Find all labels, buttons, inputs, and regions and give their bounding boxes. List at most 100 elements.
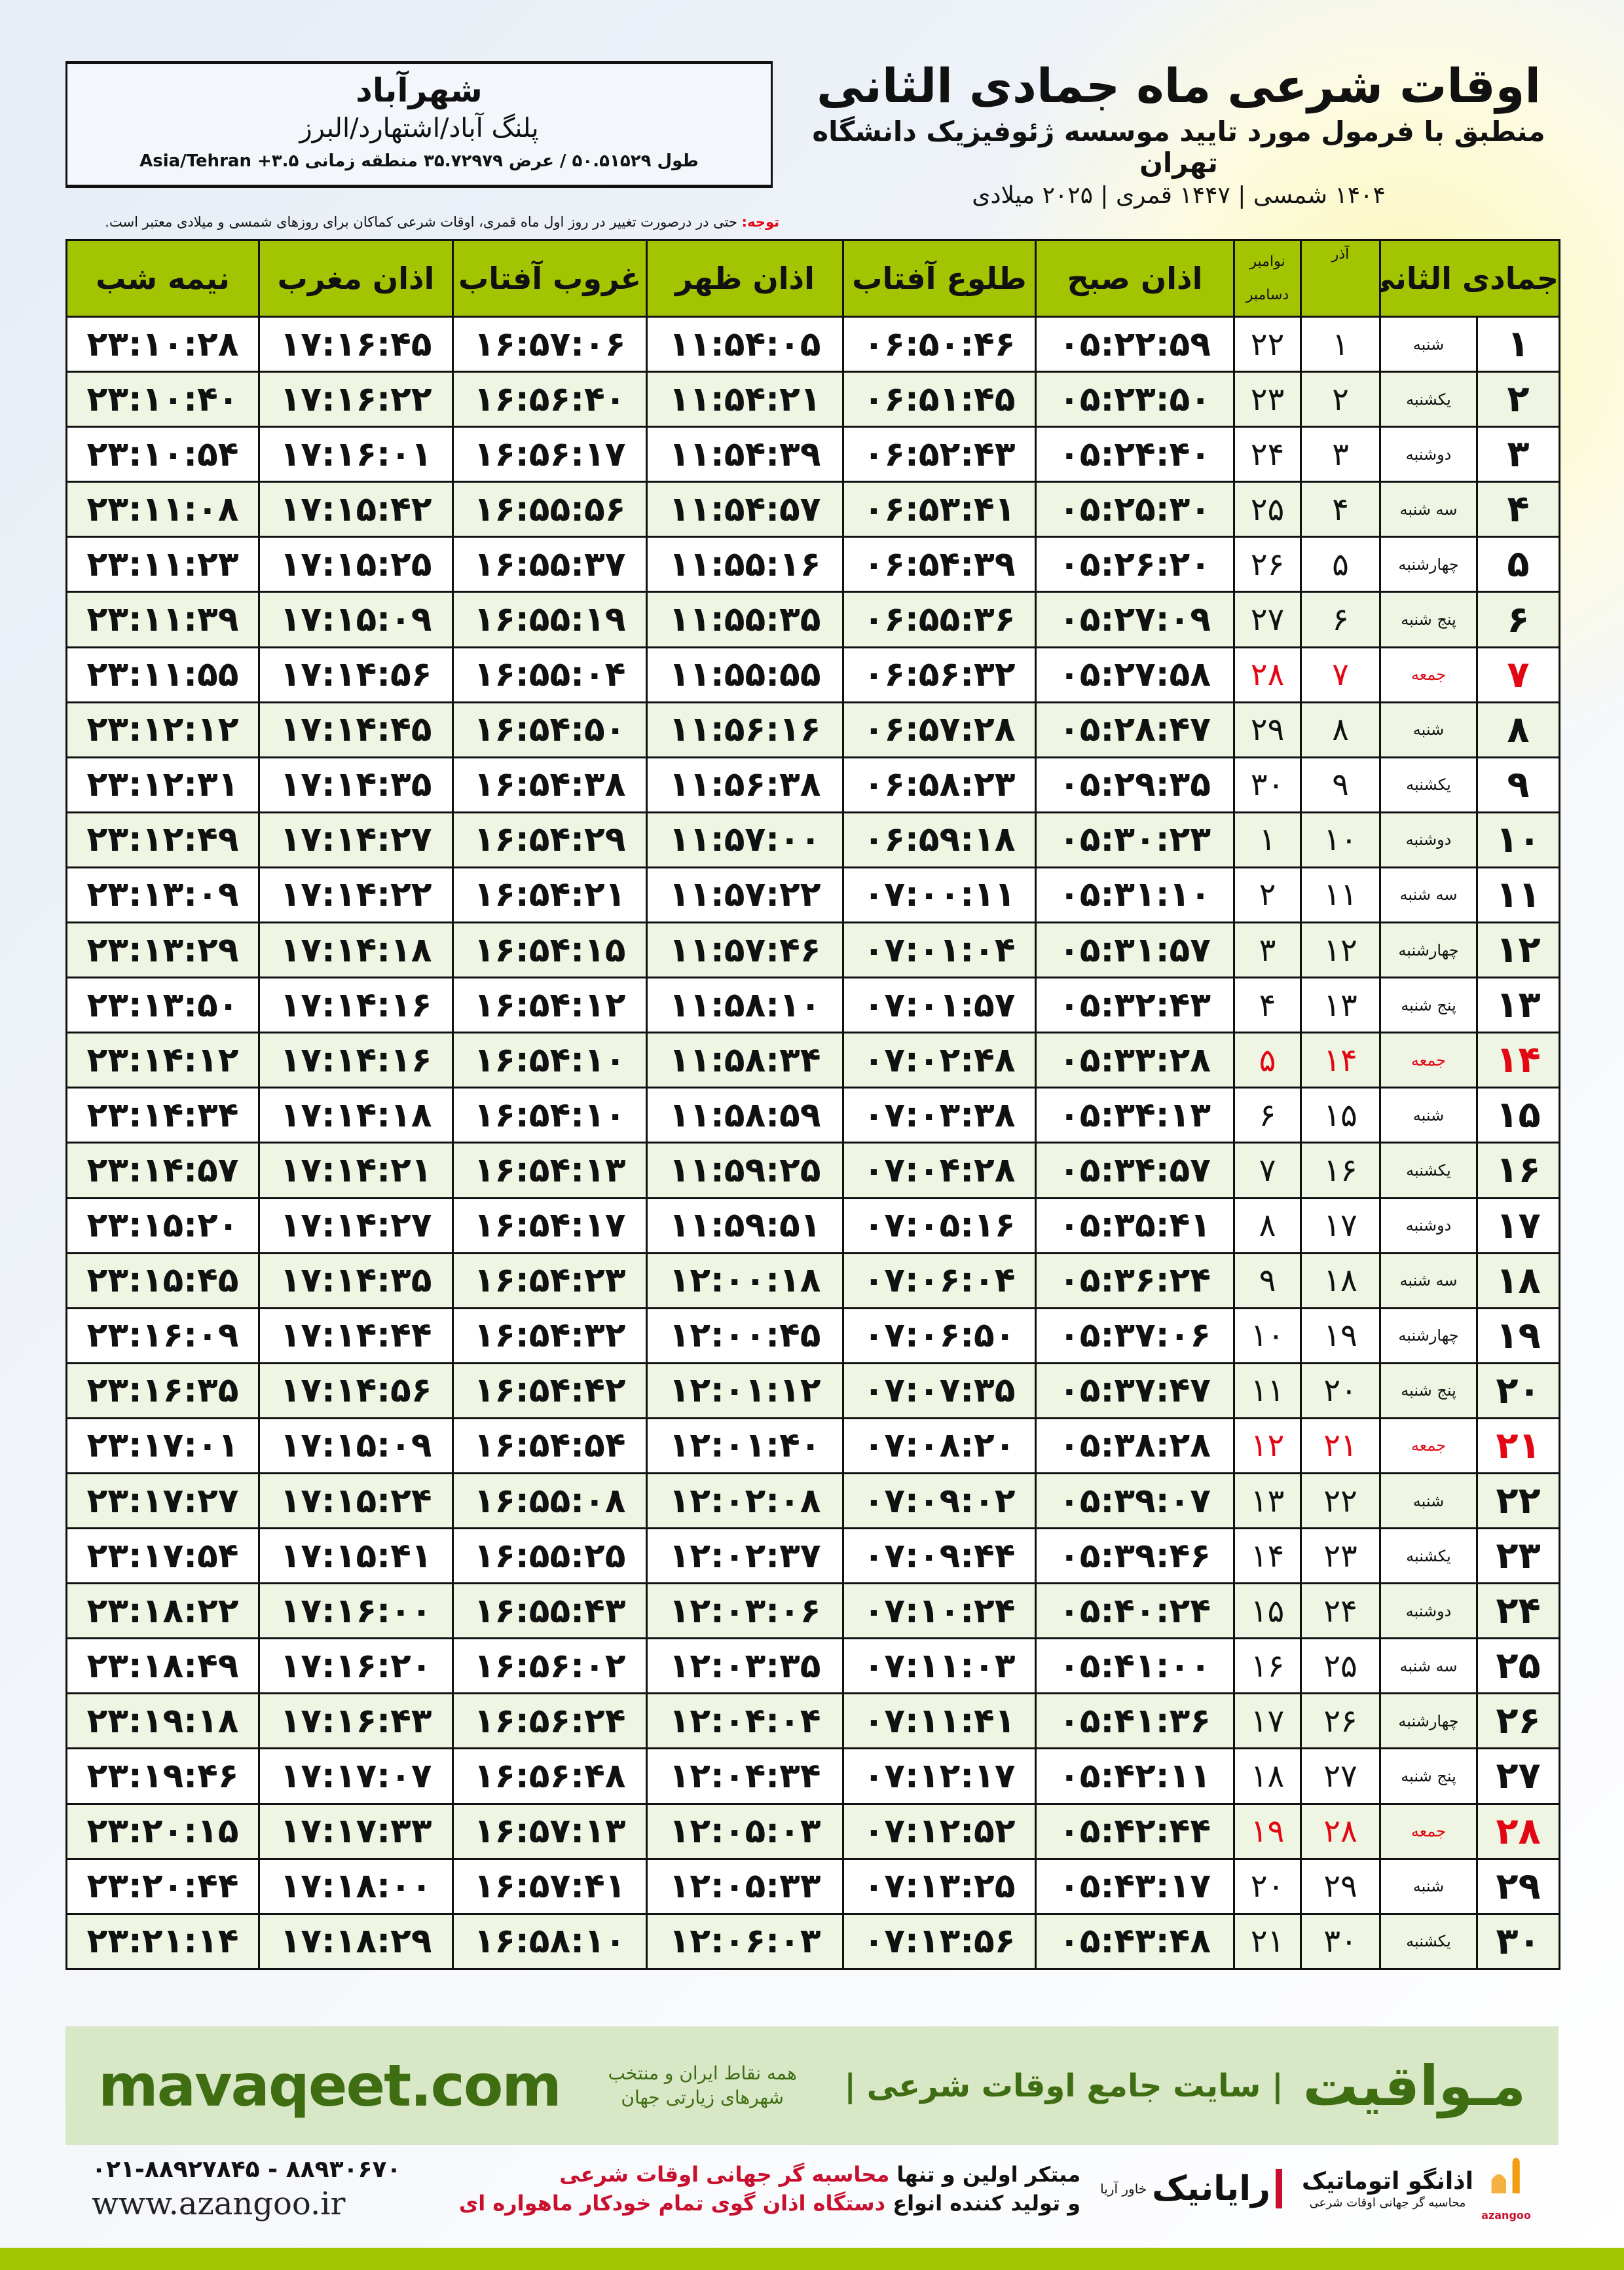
ghorub-aftab: ۱۶:۵۸:۱۰ [452,1912,648,1970]
ghorub-aftab: ۱۶:۵۴:۱۰ [452,1087,648,1144]
rayanik-logo-sub: خاور آریا [1100,2181,1147,2197]
weekday: دوشنبه [1378,426,1479,483]
hijri-day: ۲۹ [1476,1857,1561,1915]
tolu-aftab: ۰۶:۵۰:۴۶ [842,315,1037,373]
nime-shab: ۲۳:۱۶:۰۹ [65,1307,260,1364]
weekday: سه شنبه [1378,481,1479,538]
azar-day: ۴ [1300,481,1381,538]
banner-tagline-small: همه نقاط ایران و منتخب شهرهای زیارتی جها… [608,2062,797,2108]
azar-day: ۱۱ [1300,866,1381,924]
azar-day: ۲۶ [1300,1692,1381,1750]
azan-maghreb: ۱۷:۱۶:۰۱ [258,426,454,483]
ghorub-aftab: ۱۶:۵۶:۴۸ [452,1747,648,1805]
azan-zohr: ۱۱:۵۴:۳۹ [646,426,844,483]
azar-day: ۳ [1300,426,1381,483]
nime-shab: ۲۳:۲۰:۱۵ [65,1802,260,1860]
azan-zohr: ۱۲:۰۴:۳۴ [646,1747,844,1805]
nime-shab: ۲۳:۱۸:۴۹ [65,1637,260,1695]
table-row: ۲۶ چهارشنبه ۲۶ ۱۷ ۰۵:۴۱:۳۶ ۰۷:۱۱:۴۱ ۱۲:۰۴:۰۴ ۱۶… [65,1692,1561,1750]
azar-day: ۱۳ [1300,977,1381,1034]
hijri-day: ۸ [1476,701,1561,758]
tolu-aftab: ۰۷:۰۵:۱۶ [842,1197,1037,1254]
ghorub-aftab: ۱۶:۵۴:۲۱ [452,866,648,924]
azangoo-logo-textblock: اذانگو اتوماتیک محاسبه گر جهانی اوقات شر… [1302,2167,1473,2211]
azan-maghreb: ۱۷:۱۶:۲۲ [258,371,454,428]
azan-maghreb: ۱۷:۱۴:۲۷ [258,811,454,868]
nov-dec-day: ۹ [1233,1252,1302,1309]
azar-day: ۱ [1300,315,1381,373]
table-header: جمادی الثانی آذر نوامبر دسامبر اذان صبح ط… [65,239,1561,318]
tolu-aftab: ۰۶:۵۲:۴۳ [842,426,1037,483]
nov-dec-day: ۲۸ [1233,646,1302,703]
tolu-aftab: ۰۷:۰۶:۵۰ [842,1307,1037,1364]
mavaqeet-banner: mavaqeet.com همه نقاط ایران و منتخب شهره… [65,2026,1559,2145]
tolu-aftab: ۰۷:۰۰:۱۱ [842,866,1037,924]
nov-dec-day: ۱۳ [1233,1472,1302,1530]
header-maghreb: اذان مغرب [258,239,454,318]
rayanik-logo: رایانیک خاور آریا [1100,2169,1282,2209]
azan-maghreb: ۱۷:۱۵:۰۹ [258,1417,454,1474]
azan-maghreb: ۱۷:۱۴:۵۶ [258,1362,454,1419]
azangoo-link[interactable]: www.azangoo.ir [92,2185,346,2222]
weekday: جمعه [1378,1032,1479,1089]
azan-zohr: ۱۱:۵۵:۳۵ [646,591,844,648]
nime-shab: ۲۳:۱۱:۵۵ [65,646,260,703]
azar-day: ۲۵ [1300,1637,1381,1695]
azan-sobh: ۰۵:۳۸:۲۸ [1035,1417,1235,1474]
city-region: پلنگ آباد/اشتهارد/البرز [299,113,539,143]
rayanik-logo-text: رایانیک [1152,2169,1270,2209]
nime-shab: ۲۳:۱۹:۴۶ [65,1747,260,1805]
nime-shab: ۲۳:۱۶:۳۵ [65,1362,260,1419]
azan-sobh: ۰۵:۲۸:۴۷ [1035,701,1235,758]
weekday: چهارشنبه [1378,536,1479,593]
azan-maghreb: ۱۷:۱۸:۲۹ [258,1912,454,1970]
ghorub-aftab: ۱۶:۵۴:۵۰ [452,701,648,758]
weekday: شنبه [1378,1857,1479,1915]
site-link[interactable]: mavaqeet.com [98,2052,562,2119]
azan-maghreb: ۱۷:۱۴:۱۶ [258,977,454,1034]
azan-zohr: ۱۱:۵۶:۱۶ [646,701,844,758]
azar-day: ۱۶ [1300,1142,1381,1199]
tolu-aftab: ۰۶:۵۷:۲۸ [842,701,1037,758]
table-row: ۲۴ دوشنبه ۲۴ ۱۵ ۰۵:۴۰:۲۴ ۰۷:۱۰:۲۴ ۱۲:۰۳:۰۶ ۱۶:۵… [65,1582,1561,1640]
azan-maghreb: ۱۷:۱۵:۰۹ [258,591,454,648]
tolu-aftab: ۰۷:۱۰:۲۴ [842,1582,1037,1640]
nime-shab: ۲۳:۱۹:۱۸ [65,1692,260,1750]
bottom-bar [0,2248,1624,2270]
tolu-aftab: ۰۶:۵۵:۳۶ [842,591,1037,648]
azar-day: ۷ [1300,646,1381,703]
azar-day: ۲۳ [1300,1527,1381,1585]
azan-sobh: ۰۵:۲۶:۲۰ [1035,536,1235,593]
hijri-day: ۴ [1476,481,1561,538]
azan-maghreb: ۱۷:۱۵:۴۲ [258,481,454,538]
azan-sobh: ۰۵:۳۴:۵۷ [1035,1142,1235,1199]
azar-day: ۸ [1300,701,1381,758]
ghorub-aftab: ۱۶:۵۴:۱۳ [452,1142,648,1199]
azan-zohr: ۱۱:۵۴:۵۷ [646,481,844,538]
hijri-day: ۱۶ [1476,1142,1561,1199]
weekday: یکشنبه [1378,1527,1479,1585]
weekday: یکشنبه [1378,1912,1479,1970]
nov-dec-day: ۱۴ [1233,1527,1302,1585]
nov-dec-day: ۷ [1233,1142,1302,1199]
azan-sobh: ۰۵:۴۱:۰۰ [1035,1637,1235,1695]
nime-shab: ۲۳:۱۲:۳۱ [65,756,260,813]
nime-shab: ۲۳:۱۲:۱۲ [65,701,260,758]
location-box: شهرآباد پلنگ آباد/اشتهارد/البرز طول ۵۰.۵… [65,61,773,188]
hijri-day: ۱۰ [1476,811,1561,868]
weekday: شنبه [1378,1472,1479,1530]
table-row: ۱۳ پنج شنبه ۱۳ ۴ ۰۵:۳۲:۴۳ ۰۷:۰۱:۵۷ ۱۱:۵۸:۱۰ ۱۶:… [65,977,1561,1034]
nov-dec-day: ۲۰ [1233,1857,1302,1915]
azar-day: ۲۴ [1300,1582,1381,1640]
azar-day: ۵ [1300,536,1381,593]
azangoo-logo-name: اذانگو اتوماتیک [1301,2167,1473,2195]
nime-shab: ۲۳:۱۰:۲۸ [65,315,260,373]
azan-sobh: ۰۵:۳۰:۲۳ [1035,811,1235,868]
azan-sobh: ۰۵:۴۰:۲۴ [1035,1582,1235,1640]
table-row: ۲۸ جمعه ۲۸ ۱۹ ۰۵:۴۲:۴۴ ۰۷:۱۲:۵۲ ۱۲:۰۵:۰۳ ۱۶:۵۷:… [65,1802,1561,1860]
tolu-aftab: ۰۷:۱۲:۵۲ [842,1802,1037,1860]
azar-day: ۲۲ [1300,1472,1381,1530]
azan-maghreb: ۱۷:۱۴:۱۶ [258,1032,454,1089]
azan-sobh: ۰۵:۳۱:۱۰ [1035,866,1235,924]
nov-dec-day: ۱۸ [1233,1747,1302,1805]
